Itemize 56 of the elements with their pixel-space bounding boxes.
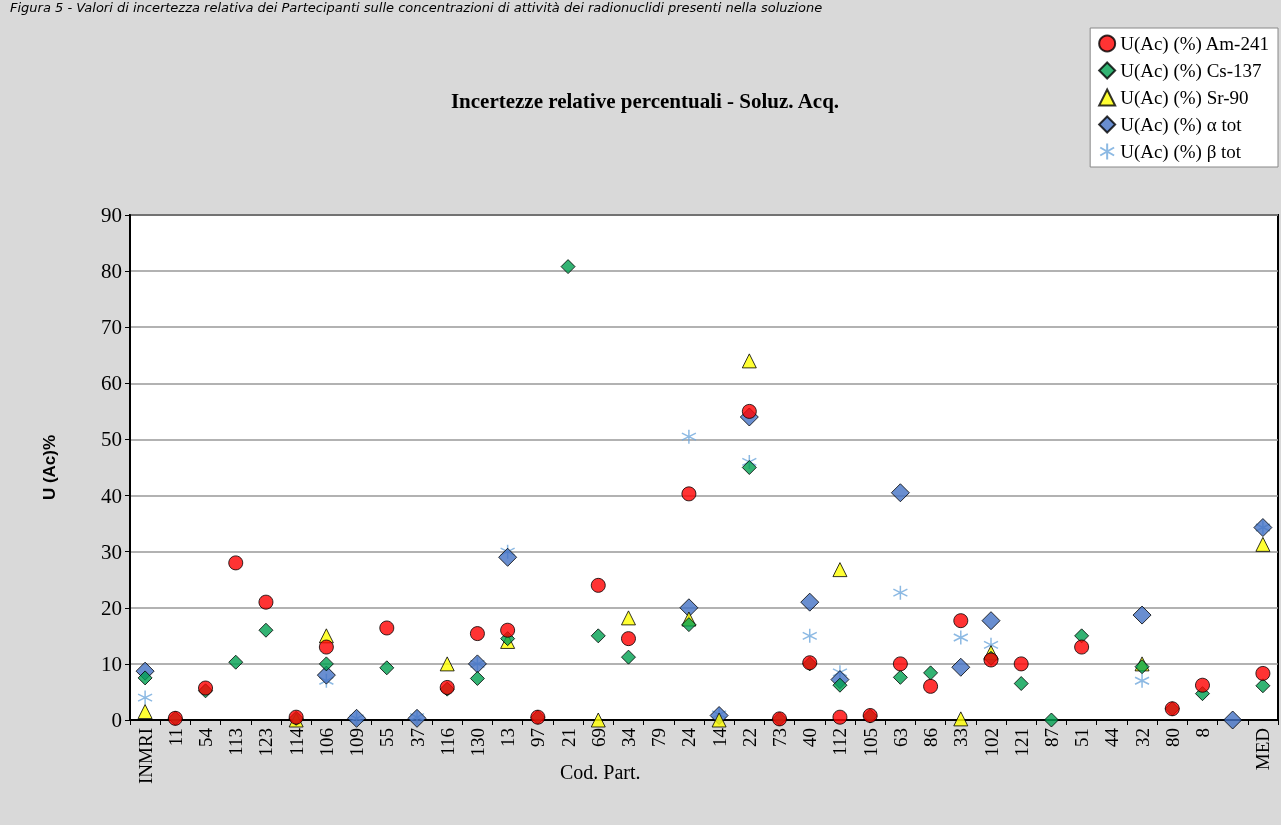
y-tick-label: 30 [101,539,122,564]
x-tick-label: 86 [920,728,942,747]
x-tick-label: 123 [255,728,277,757]
x-tick-label: 63 [889,728,911,747]
x-tick-label: 79 [648,728,670,747]
y-axis-title: U (Ac)% [40,434,59,501]
y-tick-label: 80 [101,259,122,284]
legend-label: U(Ac) (%) Am-241 [1120,33,1269,55]
y-tick-label: 70 [101,315,122,340]
y-tick-label: 50 [101,427,122,452]
y-tick-label: 90 [101,203,122,227]
x-tick-label: 37 [406,728,428,747]
x-tick-label: 112 [829,728,851,756]
y-tick-label: 10 [101,651,122,676]
x-tick-label: 121 [1010,728,1032,757]
x-tick-label: 55 [376,728,398,747]
y-tick-label: 20 [101,595,122,620]
x-tick-label: 109 [346,728,368,757]
legend-label: U(Ac) (%) β tot [1120,141,1242,163]
x-tick-label: 106 [315,728,337,757]
x-tick-label: 87 [1040,728,1062,747]
x-tick-label: 97 [527,728,549,747]
x-tick-label: 8 [1191,728,1213,738]
x-tick-label: 32 [1131,728,1153,747]
x-tick-label: 34 [617,727,639,747]
x-tick-label: MED [1252,728,1274,771]
x-axis-title: Cod. Part. [560,761,641,783]
x-tick-label: 73 [769,728,791,747]
x-tick-label: 102 [980,728,1002,757]
x-tick-label: 24 [678,727,700,747]
legend-label: U(Ac) (%) Cs-137 [1120,60,1262,82]
y-tick-label: 60 [101,371,122,396]
x-tick-label: 116 [436,728,458,756]
x-tick-label: 13 [497,728,519,747]
x-tick-label: 130 [466,728,488,757]
x-tick-label: 69 [587,728,609,747]
x-tick-label: 80 [1161,728,1183,747]
x-tick-label: 11 [164,728,186,747]
x-tick-label: 51 [1071,728,1093,747]
y-tick-label: 40 [101,483,122,508]
y-tick-label: 0 [111,708,122,732]
x-tick-label: 44 [1101,727,1123,747]
x-tick-label: 54 [195,727,217,747]
x-tick-label: 33 [950,728,972,747]
x-tick-label: 105 [859,728,881,757]
x-tick-label: 21 [557,728,579,747]
text: Figura 5 - Valori di incertezza relativa dei Partecipanti sulle concentrazioni di attività dei radionuclidi presenti nella soluzione [10,0,823,15]
x-tick-label: 114 [285,727,307,756]
legend-label: U(Ac) (%) α tot [1120,114,1243,136]
chart-title: Incertezze relative percentuali - Soluz. Acq. [450,88,840,113]
x-tick-label: 40 [799,728,821,747]
x-tick-label: 113 [225,728,247,756]
legend-label: U(Ac) (%) Sr-90 [1120,87,1249,109]
x-tick-label: 22 [738,728,760,747]
x-tick-label: 14 [708,727,730,747]
x-tick-label: INMRI [134,728,156,784]
